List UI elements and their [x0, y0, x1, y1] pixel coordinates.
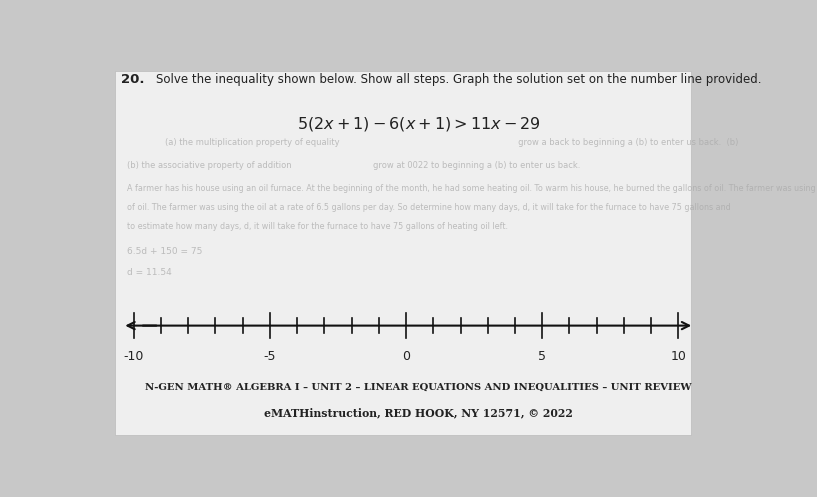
Text: 0: 0 [402, 350, 410, 363]
Text: A farmer has his house using an oil furnace. At the beginning of the month, he h: A farmer has his house using an oil furn… [127, 184, 817, 193]
Text: -10: -10 [123, 350, 144, 363]
Text: (b) the associative property of addition                               grow at 0: (b) the associative property of addition… [127, 161, 581, 170]
Text: d = 11.54: d = 11.54 [127, 268, 172, 277]
Text: 20.: 20. [121, 73, 145, 86]
Text: 6.5d + 150 = 75: 6.5d + 150 = 75 [127, 247, 203, 256]
FancyBboxPatch shape [114, 71, 691, 435]
Text: $5(2x+1)-6(x+1)>11x-29$: $5(2x+1)-6(x+1)>11x-29$ [297, 115, 541, 133]
Text: of oil. The farmer was using the oil at a rate of 6.5 gallons per day. So determ: of oil. The farmer was using the oil at … [127, 203, 731, 212]
Text: eMATHinstruction, RED HOOK, NY 12571, © 2022: eMATHinstruction, RED HOOK, NY 12571, © … [264, 408, 574, 419]
Text: 5: 5 [538, 350, 547, 363]
Text: to estimate how many days, d, it will take for the furnace to have 75 gallons of: to estimate how many days, d, it will ta… [127, 222, 508, 231]
Text: Solve the inequality shown below. Show all steps. Graph the solution set on the : Solve the inequality shown below. Show a… [156, 73, 761, 86]
Text: N-GEN MATH® ALGEBRA I – UNIT 2 – LINEAR EQUATIONS AND INEQUALITIES – UNIT REVIEW: N-GEN MATH® ALGEBRA I – UNIT 2 – LINEAR … [145, 383, 692, 392]
Text: -5: -5 [264, 350, 276, 363]
Text: 10: 10 [671, 350, 686, 363]
Text: (a) the multiplication property of equality                                     : (a) the multiplication property of equal… [165, 138, 739, 147]
